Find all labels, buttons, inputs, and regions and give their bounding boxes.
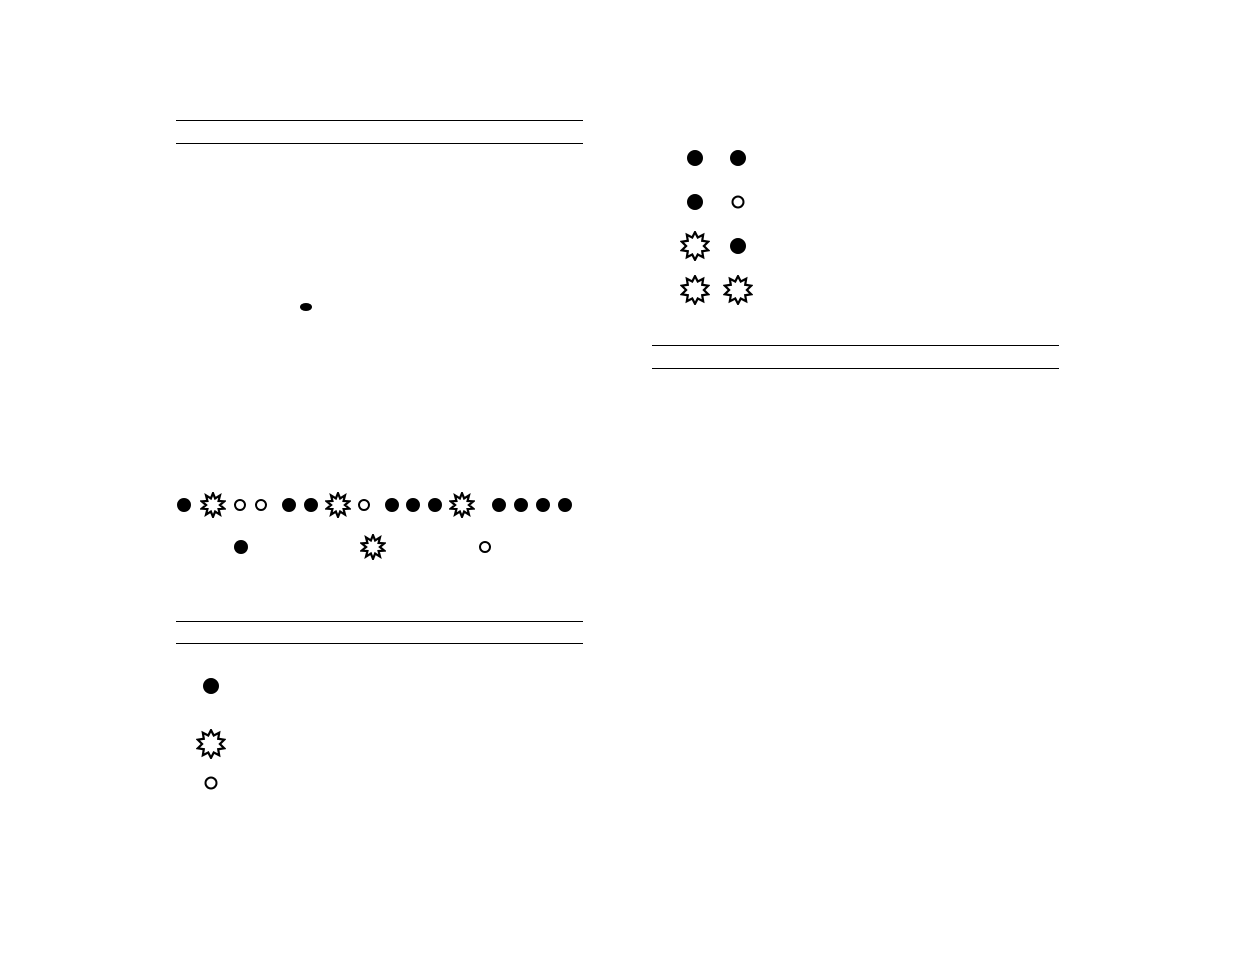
open-circle-icon (205, 777, 218, 790)
gear-icon (449, 492, 475, 518)
solid-circle-icon (536, 498, 550, 512)
solid-circle-icon (282, 498, 296, 512)
solid-circle-icon (428, 498, 442, 512)
gear-icon (196, 729, 226, 759)
solid-circle-icon (514, 498, 528, 512)
open-circle-icon (255, 499, 267, 511)
horizontal-rule (652, 368, 1059, 369)
spot-mark (300, 303, 312, 311)
solid-circle-icon (234, 540, 248, 554)
horizontal-rule (176, 621, 583, 622)
open-circle-icon (479, 541, 491, 553)
gear-icon (680, 275, 710, 305)
open-circle-icon (358, 499, 370, 511)
gear-icon (680, 231, 710, 261)
open-circle-icon (732, 196, 745, 209)
horizontal-rule (652, 345, 1059, 346)
horizontal-rule (176, 120, 583, 121)
horizontal-rule (176, 643, 583, 644)
diagram-stage (0, 0, 1235, 954)
gear-icon (723, 275, 753, 305)
gear-icon (325, 492, 351, 518)
solid-circle-icon (558, 498, 572, 512)
solid-circle-icon (730, 238, 746, 254)
solid-circle-icon (203, 678, 219, 694)
solid-circle-icon (406, 498, 420, 512)
open-circle-icon (234, 499, 246, 511)
solid-circle-icon (730, 150, 746, 166)
solid-circle-icon (687, 194, 703, 210)
horizontal-rule (176, 143, 583, 144)
solid-circle-icon (492, 498, 506, 512)
solid-circle-icon (687, 150, 703, 166)
gear-icon (200, 492, 226, 518)
solid-circle-icon (304, 498, 318, 512)
solid-circle-icon (177, 498, 191, 512)
solid-circle-icon (385, 498, 399, 512)
gear-icon (360, 534, 386, 560)
